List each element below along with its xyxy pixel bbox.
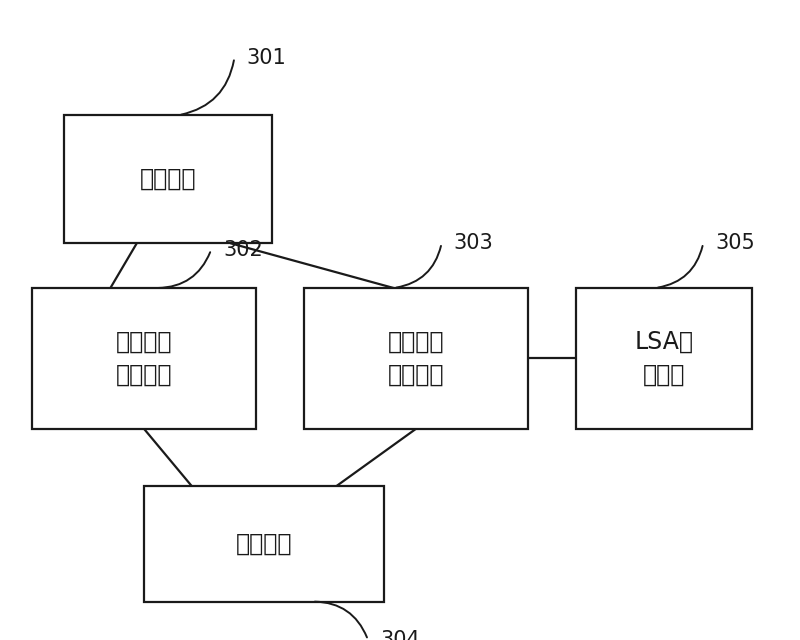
- Text: 303: 303: [454, 233, 494, 253]
- Text: 305: 305: [715, 233, 755, 253]
- Text: 接收模块: 接收模块: [140, 167, 196, 191]
- Bar: [576, 288, 752, 429]
- Bar: [64, 115, 272, 243]
- Text: 第一冲突
检测模块: 第一冲突 检测模块: [116, 330, 172, 387]
- Text: 304: 304: [380, 630, 420, 640]
- Bar: [144, 486, 384, 602]
- Text: 告警模块: 告警模块: [236, 532, 292, 556]
- Text: 第二冲突
检测模块: 第二冲突 检测模块: [388, 330, 444, 387]
- Bar: [304, 288, 528, 429]
- Text: 301: 301: [246, 47, 286, 68]
- Text: 302: 302: [223, 239, 263, 260]
- Bar: [32, 288, 256, 429]
- Text: LSA刷
新模块: LSA刷 新模块: [634, 330, 694, 387]
